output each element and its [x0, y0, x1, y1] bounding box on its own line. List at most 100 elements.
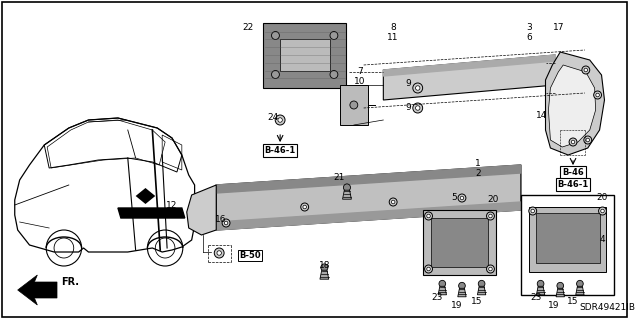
Bar [340, 85, 367, 125]
Polygon shape [118, 208, 185, 218]
Text: 20: 20 [488, 196, 499, 204]
Circle shape [344, 184, 351, 191]
Polygon shape [536, 286, 545, 295]
Text: 11: 11 [387, 33, 399, 42]
Text: 9: 9 [405, 79, 411, 88]
Polygon shape [438, 286, 447, 295]
Bar [422, 210, 497, 275]
Polygon shape [187, 185, 216, 235]
Text: B-50: B-50 [239, 251, 260, 260]
Text: 2: 2 [475, 168, 481, 177]
Polygon shape [458, 288, 466, 297]
Circle shape [350, 101, 358, 109]
Circle shape [330, 70, 338, 78]
Text: 17: 17 [552, 24, 564, 33]
Circle shape [415, 86, 420, 90]
Polygon shape [576, 286, 584, 295]
Circle shape [427, 214, 430, 218]
Text: 15: 15 [471, 298, 483, 307]
Bar [431, 218, 488, 267]
Circle shape [582, 66, 589, 74]
Text: 20: 20 [597, 194, 608, 203]
Polygon shape [477, 286, 486, 295]
Text: 14: 14 [536, 110, 547, 120]
Circle shape [586, 138, 589, 142]
Circle shape [489, 214, 492, 218]
Bar [536, 213, 600, 263]
Polygon shape [545, 52, 604, 155]
Text: 12: 12 [166, 201, 178, 210]
Circle shape [598, 207, 607, 215]
Text: 10: 10 [354, 78, 365, 86]
Circle shape [486, 265, 494, 273]
Text: 3: 3 [526, 24, 532, 33]
Bar [521, 195, 614, 295]
Polygon shape [136, 188, 156, 204]
Circle shape [271, 32, 280, 40]
Text: SDR49421IB: SDR49421IB [579, 302, 636, 311]
Circle shape [427, 267, 430, 271]
Circle shape [214, 248, 224, 258]
Text: 18: 18 [319, 261, 330, 270]
Polygon shape [342, 190, 351, 199]
Circle shape [601, 209, 604, 213]
Text: 1: 1 [475, 159, 481, 167]
Polygon shape [320, 270, 329, 279]
Circle shape [389, 198, 397, 206]
Circle shape [415, 106, 420, 110]
Circle shape [557, 282, 564, 289]
Circle shape [584, 136, 592, 144]
Circle shape [217, 251, 221, 255]
Circle shape [392, 200, 395, 204]
Circle shape [330, 32, 338, 40]
Polygon shape [556, 288, 564, 297]
Polygon shape [216, 202, 521, 230]
Text: 22: 22 [242, 24, 253, 33]
Text: B-46: B-46 [562, 168, 584, 177]
Circle shape [413, 103, 422, 113]
Text: 19: 19 [548, 300, 559, 309]
Text: 7: 7 [357, 68, 363, 77]
Bar [280, 39, 330, 71]
Text: B-46-1: B-46-1 [264, 146, 296, 155]
Text: 24: 24 [268, 114, 279, 122]
Text: B-46-1: B-46-1 [557, 180, 589, 189]
Circle shape [584, 68, 588, 72]
Text: 5: 5 [451, 194, 457, 203]
Circle shape [222, 219, 230, 227]
Text: 19: 19 [451, 300, 463, 309]
Text: 23: 23 [530, 293, 541, 302]
Circle shape [424, 212, 433, 220]
Text: 16: 16 [216, 216, 227, 225]
Text: 13: 13 [166, 211, 178, 219]
Polygon shape [383, 55, 556, 100]
Circle shape [529, 207, 537, 215]
Polygon shape [216, 165, 521, 230]
Circle shape [489, 267, 492, 271]
Circle shape [596, 93, 600, 97]
Circle shape [459, 282, 465, 289]
Circle shape [478, 280, 485, 287]
Polygon shape [548, 65, 596, 147]
Text: 6: 6 [526, 33, 532, 42]
Circle shape [577, 280, 583, 287]
Circle shape [321, 264, 328, 271]
Text: 21: 21 [333, 174, 345, 182]
Circle shape [460, 196, 464, 200]
Circle shape [486, 212, 494, 220]
Circle shape [458, 194, 466, 202]
Polygon shape [18, 275, 57, 305]
Circle shape [537, 280, 544, 287]
Circle shape [569, 138, 577, 146]
Circle shape [271, 70, 280, 78]
Text: 15: 15 [567, 298, 579, 307]
Polygon shape [383, 55, 556, 76]
Bar [263, 23, 346, 87]
Circle shape [594, 91, 602, 99]
Circle shape [413, 83, 422, 93]
Circle shape [224, 221, 228, 225]
Circle shape [424, 265, 433, 273]
Text: 4: 4 [600, 235, 605, 244]
Text: 9: 9 [405, 103, 411, 113]
Text: FR.: FR. [61, 277, 79, 287]
